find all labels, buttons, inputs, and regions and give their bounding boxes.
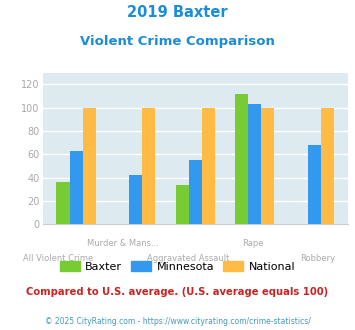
Text: 2019 Baxter: 2019 Baxter [127, 5, 228, 20]
Bar [202, 108, 215, 224]
Bar [176, 185, 189, 224]
Bar [321, 108, 334, 224]
Bar [83, 108, 96, 224]
Text: All Violent Crime: All Violent Crime [23, 254, 93, 263]
Bar [56, 182, 70, 224]
Text: Compared to U.S. average. (U.S. average equals 100): Compared to U.S. average. (U.S. average … [26, 287, 329, 297]
Bar [235, 94, 248, 224]
Text: Robbery: Robbery [300, 254, 335, 263]
Text: © 2025 CityRating.com - https://www.cityrating.com/crime-statistics/: © 2025 CityRating.com - https://www.city… [45, 317, 310, 326]
Text: Violent Crime Comparison: Violent Crime Comparison [80, 35, 275, 48]
Bar [308, 145, 321, 224]
Text: Murder & Mans...: Murder & Mans... [87, 239, 159, 248]
Text: Aggravated Assault: Aggravated Assault [147, 254, 229, 263]
Bar [142, 108, 155, 224]
Bar [70, 151, 83, 224]
Bar [129, 175, 142, 224]
Bar [189, 160, 202, 224]
Legend: Baxter, Minnesota, National: Baxter, Minnesota, National [55, 256, 300, 276]
Bar [261, 108, 274, 224]
Bar [248, 104, 261, 224]
Text: Rape: Rape [242, 239, 263, 248]
